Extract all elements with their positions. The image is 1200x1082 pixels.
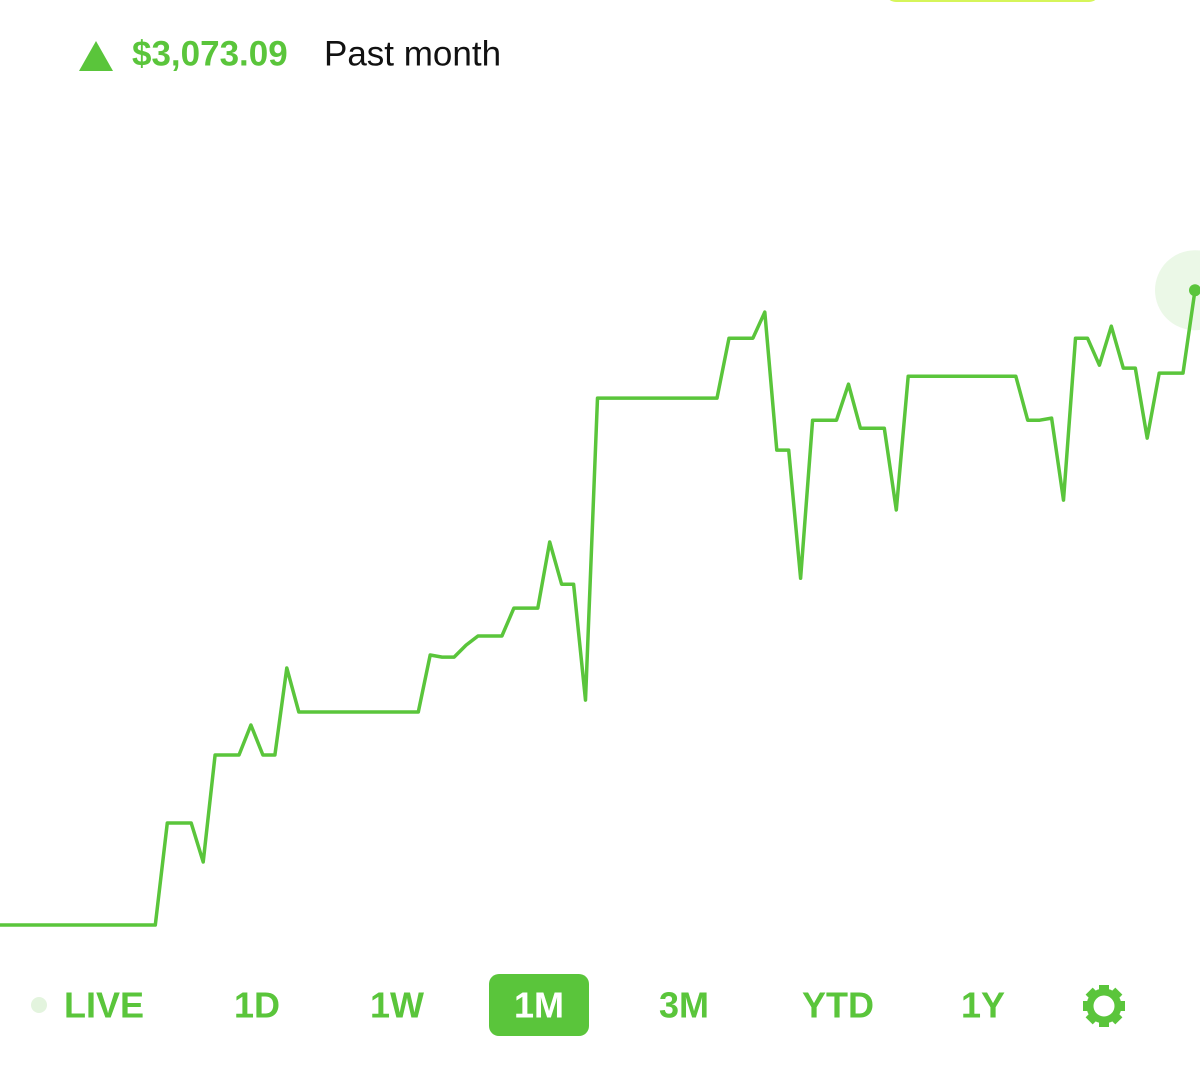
settings-gear[interactable]: [1083, 985, 1125, 1027]
tab-selected-bg: [489, 974, 589, 1036]
end-halo: [1155, 250, 1200, 331]
period-label: Past month: [324, 34, 501, 73]
plot: [0, 250, 1200, 927]
change-amount: $3,073.09: [132, 34, 288, 73]
top-pill: [889, 0, 1096, 2]
end-dot: [1189, 284, 1200, 297]
range-tab[interactable]: 1M: [514, 985, 564, 1026]
range-tab[interactable]: 1D: [234, 985, 280, 1026]
gear-ring: [1086, 988, 1122, 1024]
range-tab[interactable]: 1W: [370, 985, 424, 1026]
range-tab[interactable]: YTD: [802, 985, 874, 1026]
live-dot: [31, 997, 47, 1013]
range-tabs: LIVE 1D 1W 1M 3M YTD 1Y: [31, 974, 1125, 1036]
range-tab[interactable]: LIVE: [64, 985, 144, 1026]
range-tab[interactable]: 1Y: [961, 985, 1005, 1026]
range-tab[interactable]: 3M: [659, 985, 709, 1026]
up-arrow: [79, 41, 113, 71]
price-line: [0, 289, 1197, 927]
